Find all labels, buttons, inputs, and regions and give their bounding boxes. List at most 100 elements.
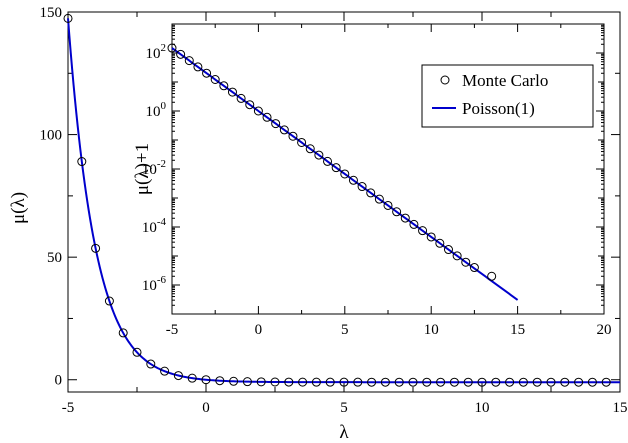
main-data-point	[422, 377, 432, 387]
inset-x-tick-label: -5	[166, 322, 179, 338]
inset-data-point	[227, 87, 237, 97]
inset-x-tick-label: 10	[424, 322, 439, 338]
main-data-point	[229, 376, 239, 386]
inset-data-point	[400, 213, 410, 223]
main-data-point	[146, 359, 156, 369]
main-data-point	[173, 371, 183, 381]
main-y-tick-label: 150	[40, 5, 63, 21]
main-y-tick-label: 100	[40, 128, 63, 144]
main-data-points	[63, 13, 611, 387]
main-y-tick-label: 0	[55, 373, 63, 389]
main-curve	[67, 18, 620, 384]
inset-data-point	[323, 156, 333, 166]
main-data-point	[601, 377, 611, 387]
inset-panel: -5 0 5 10 15 20 10-6 10-4 10-2 100 102 μ(λ)+1 Mont…	[132, 23, 612, 338]
main-axis-ticks	[67, 11, 621, 392]
inset-data-point	[374, 194, 384, 204]
inset-data-point	[279, 125, 289, 135]
main-data-point	[270, 377, 280, 387]
main-data-point	[380, 377, 390, 387]
main-data-point	[242, 377, 252, 387]
inset-data-point	[487, 271, 497, 281]
inset-axis-ticks	[171, 23, 605, 315]
main-data-point	[215, 376, 225, 386]
inset-data-point	[167, 43, 177, 53]
inset-data-point	[426, 232, 436, 242]
main-data-point	[63, 13, 73, 23]
main-data-point	[325, 377, 335, 387]
main-data-point	[463, 377, 473, 387]
main-data-point	[532, 377, 542, 387]
inset-curve-group	[171, 47, 519, 301]
inset-data-point	[392, 207, 402, 217]
main-data-point	[256, 377, 266, 387]
main-data-point	[91, 243, 101, 253]
main-x-tick-label: 0	[202, 400, 210, 416]
inset-data-point	[219, 81, 229, 91]
inset-data-point	[409, 219, 419, 229]
main-data-point	[505, 377, 515, 387]
inset-data-point	[340, 169, 350, 179]
inset-data-point	[184, 56, 194, 66]
inset-data-point	[461, 257, 471, 267]
inset-y-tick-label: 100	[146, 100, 167, 120]
inset-data-points	[167, 43, 497, 281]
inset-data-point	[176, 49, 186, 59]
main-data-point	[104, 296, 114, 306]
main-data-point	[560, 377, 570, 387]
main-data-point	[367, 377, 377, 387]
main-x-tick-label: 10	[475, 400, 490, 416]
main-data-point	[518, 377, 528, 387]
main-y-axis-title: μ(λ)	[8, 192, 29, 224]
main-data-point	[118, 328, 128, 338]
inset-y-tick-label: 102	[146, 42, 167, 62]
main-data-point	[201, 375, 211, 385]
inset-y-tick-label: 10-4	[142, 216, 167, 236]
main-data-point	[284, 377, 294, 387]
inset-x-tick-label: 15	[510, 322, 525, 338]
main-data-point	[394, 377, 404, 387]
inset-data-point	[193, 62, 203, 72]
inset-y-tick-label: 10-6	[142, 274, 167, 294]
legend-label-monte-carlo: Monte Carlo	[462, 71, 548, 90]
legend-label-poisson: Poisson(1)	[462, 99, 535, 118]
main-data-point	[449, 377, 459, 387]
inset-data-point	[236, 93, 246, 103]
inset-data-point	[435, 238, 445, 248]
main-data-point	[546, 377, 556, 387]
inset-data-point	[210, 74, 220, 84]
inset-data-point	[418, 226, 428, 236]
main-data-point	[160, 366, 170, 376]
inset-x-tick-label: 20	[597, 322, 612, 338]
inset-data-point	[245, 100, 255, 110]
legend: Monte Carlo Poisson(1)	[421, 64, 594, 128]
main-x-tick-label: -5	[62, 400, 75, 416]
main-data-point	[298, 377, 308, 387]
main-data-point	[587, 377, 597, 387]
inset-data-point	[348, 175, 358, 185]
main-data-point	[491, 377, 501, 387]
inset-data-point	[314, 150, 324, 160]
inset-curve	[171, 47, 519, 301]
main-x-tick-label: 15	[613, 400, 628, 416]
inset-axis-tick-labels: -5 0 5 10 15 20 10-6 10-4 10-2 100 102	[142, 42, 612, 338]
inset-data-point	[331, 163, 341, 173]
main-data-point	[339, 377, 349, 387]
main-data-point	[187, 373, 197, 383]
inset-data-point	[366, 188, 376, 198]
inset-x-tick-label: 0	[255, 322, 263, 338]
inset-data-point	[288, 131, 298, 141]
main-data-point	[77, 157, 87, 167]
main-data-point	[436, 377, 446, 387]
main-y-tick-label: 50	[47, 250, 62, 266]
main-x-axis-title: λ	[339, 422, 349, 443]
main-data-point	[311, 377, 321, 387]
inset-data-point	[297, 137, 307, 147]
main-curve-group	[67, 18, 620, 384]
inset-data-point	[305, 144, 315, 154]
inset-y-axis-title: μ(λ)+1	[132, 143, 153, 195]
inset-data-point	[253, 106, 263, 116]
